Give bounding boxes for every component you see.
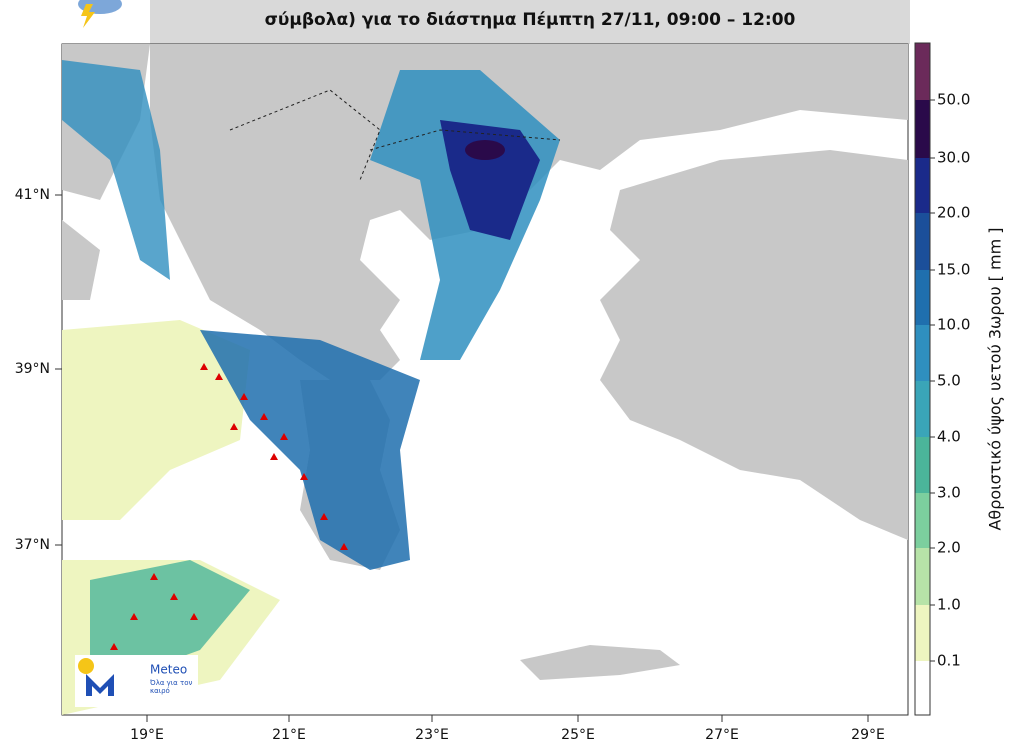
- lon-label: 27°E: [705, 727, 739, 743]
- land-italy-heel: [62, 220, 100, 300]
- lon-label: 25°E: [561, 727, 595, 743]
- lon-label: 29°E: [851, 727, 885, 743]
- precip-greece: [200, 330, 420, 570]
- colorbar-band: [915, 381, 930, 437]
- logo-tagline-box: Όλα για τον καιρό: [150, 679, 193, 695]
- title: σύμβολα) για το διάστημα Πέμπτη 27/11, 0…: [265, 10, 796, 30]
- colorbar-band: [915, 493, 930, 548]
- colorbar-tick-label: 3.0: [937, 484, 961, 502]
- colorbar-tick-label: 1.0: [937, 596, 961, 614]
- lat-label: 41°N: [15, 187, 50, 203]
- colorbar-band: [915, 661, 930, 715]
- colorbar-tick-label: 10.0: [937, 316, 970, 334]
- colorbar-band: [915, 158, 930, 213]
- border: [369, 129, 561, 151]
- colorbar-band: [915, 437, 930, 493]
- colorbar-tick-label: 2.0: [937, 539, 961, 557]
- lat-label: 37°N: [15, 537, 50, 553]
- map: Meteo Όλα για τον καιρό: [61, 43, 909, 716]
- precip-max: [465, 140, 505, 160]
- land-balkans: [150, 44, 908, 380]
- colorbar-band: [915, 325, 930, 381]
- colorbar-frame: [914, 42, 931, 716]
- colorbar-band: [915, 100, 930, 158]
- colorbar: Αθροιστικό ύψος υετού 3ωρου [ mm ]: [914, 42, 1005, 716]
- colorbar-tick-label: 15.0: [937, 261, 970, 279]
- border: [229, 89, 381, 181]
- logo-sun: [78, 658, 94, 674]
- logo-mark: [86, 674, 114, 696]
- colorbar-tick-label: 4.0: [937, 428, 961, 446]
- land-crete: [520, 645, 680, 680]
- colorbar-band: [915, 270, 930, 325]
- colorbar-band: [915, 605, 930, 661]
- colorbar-tick-label: 30.0: [937, 149, 970, 167]
- colorbar-tick-label: 50.0: [937, 91, 970, 109]
- colorbar-band: [915, 548, 930, 605]
- logo-box: [75, 655, 198, 707]
- colorbar-label: Αθροιστικό ύψος υετού 3ωρου [ mm ]: [986, 227, 1005, 530]
- land-anatolia: [600, 150, 908, 540]
- colorbar-tick-label: 0.1: [937, 652, 961, 670]
- logo-tagline: Όλα για τον καιρό: [150, 679, 193, 695]
- lat-label: 39°N: [15, 361, 50, 377]
- precip-adriatic: [62, 60, 170, 280]
- colorbar-band: [915, 43, 930, 100]
- logo-name: Meteo: [150, 663, 187, 677]
- lon-label: 23°E: [415, 727, 449, 743]
- weather-icon-bolt: [81, 4, 95, 28]
- colorbar-tick-label: 5.0: [937, 372, 961, 390]
- lon-label: 21°E: [272, 727, 306, 743]
- lon-label: 19°E: [130, 727, 164, 743]
- colorbar-band: [915, 213, 930, 270]
- header-band: [150, 0, 910, 44]
- colorbar-tick-label: 20.0: [937, 204, 970, 222]
